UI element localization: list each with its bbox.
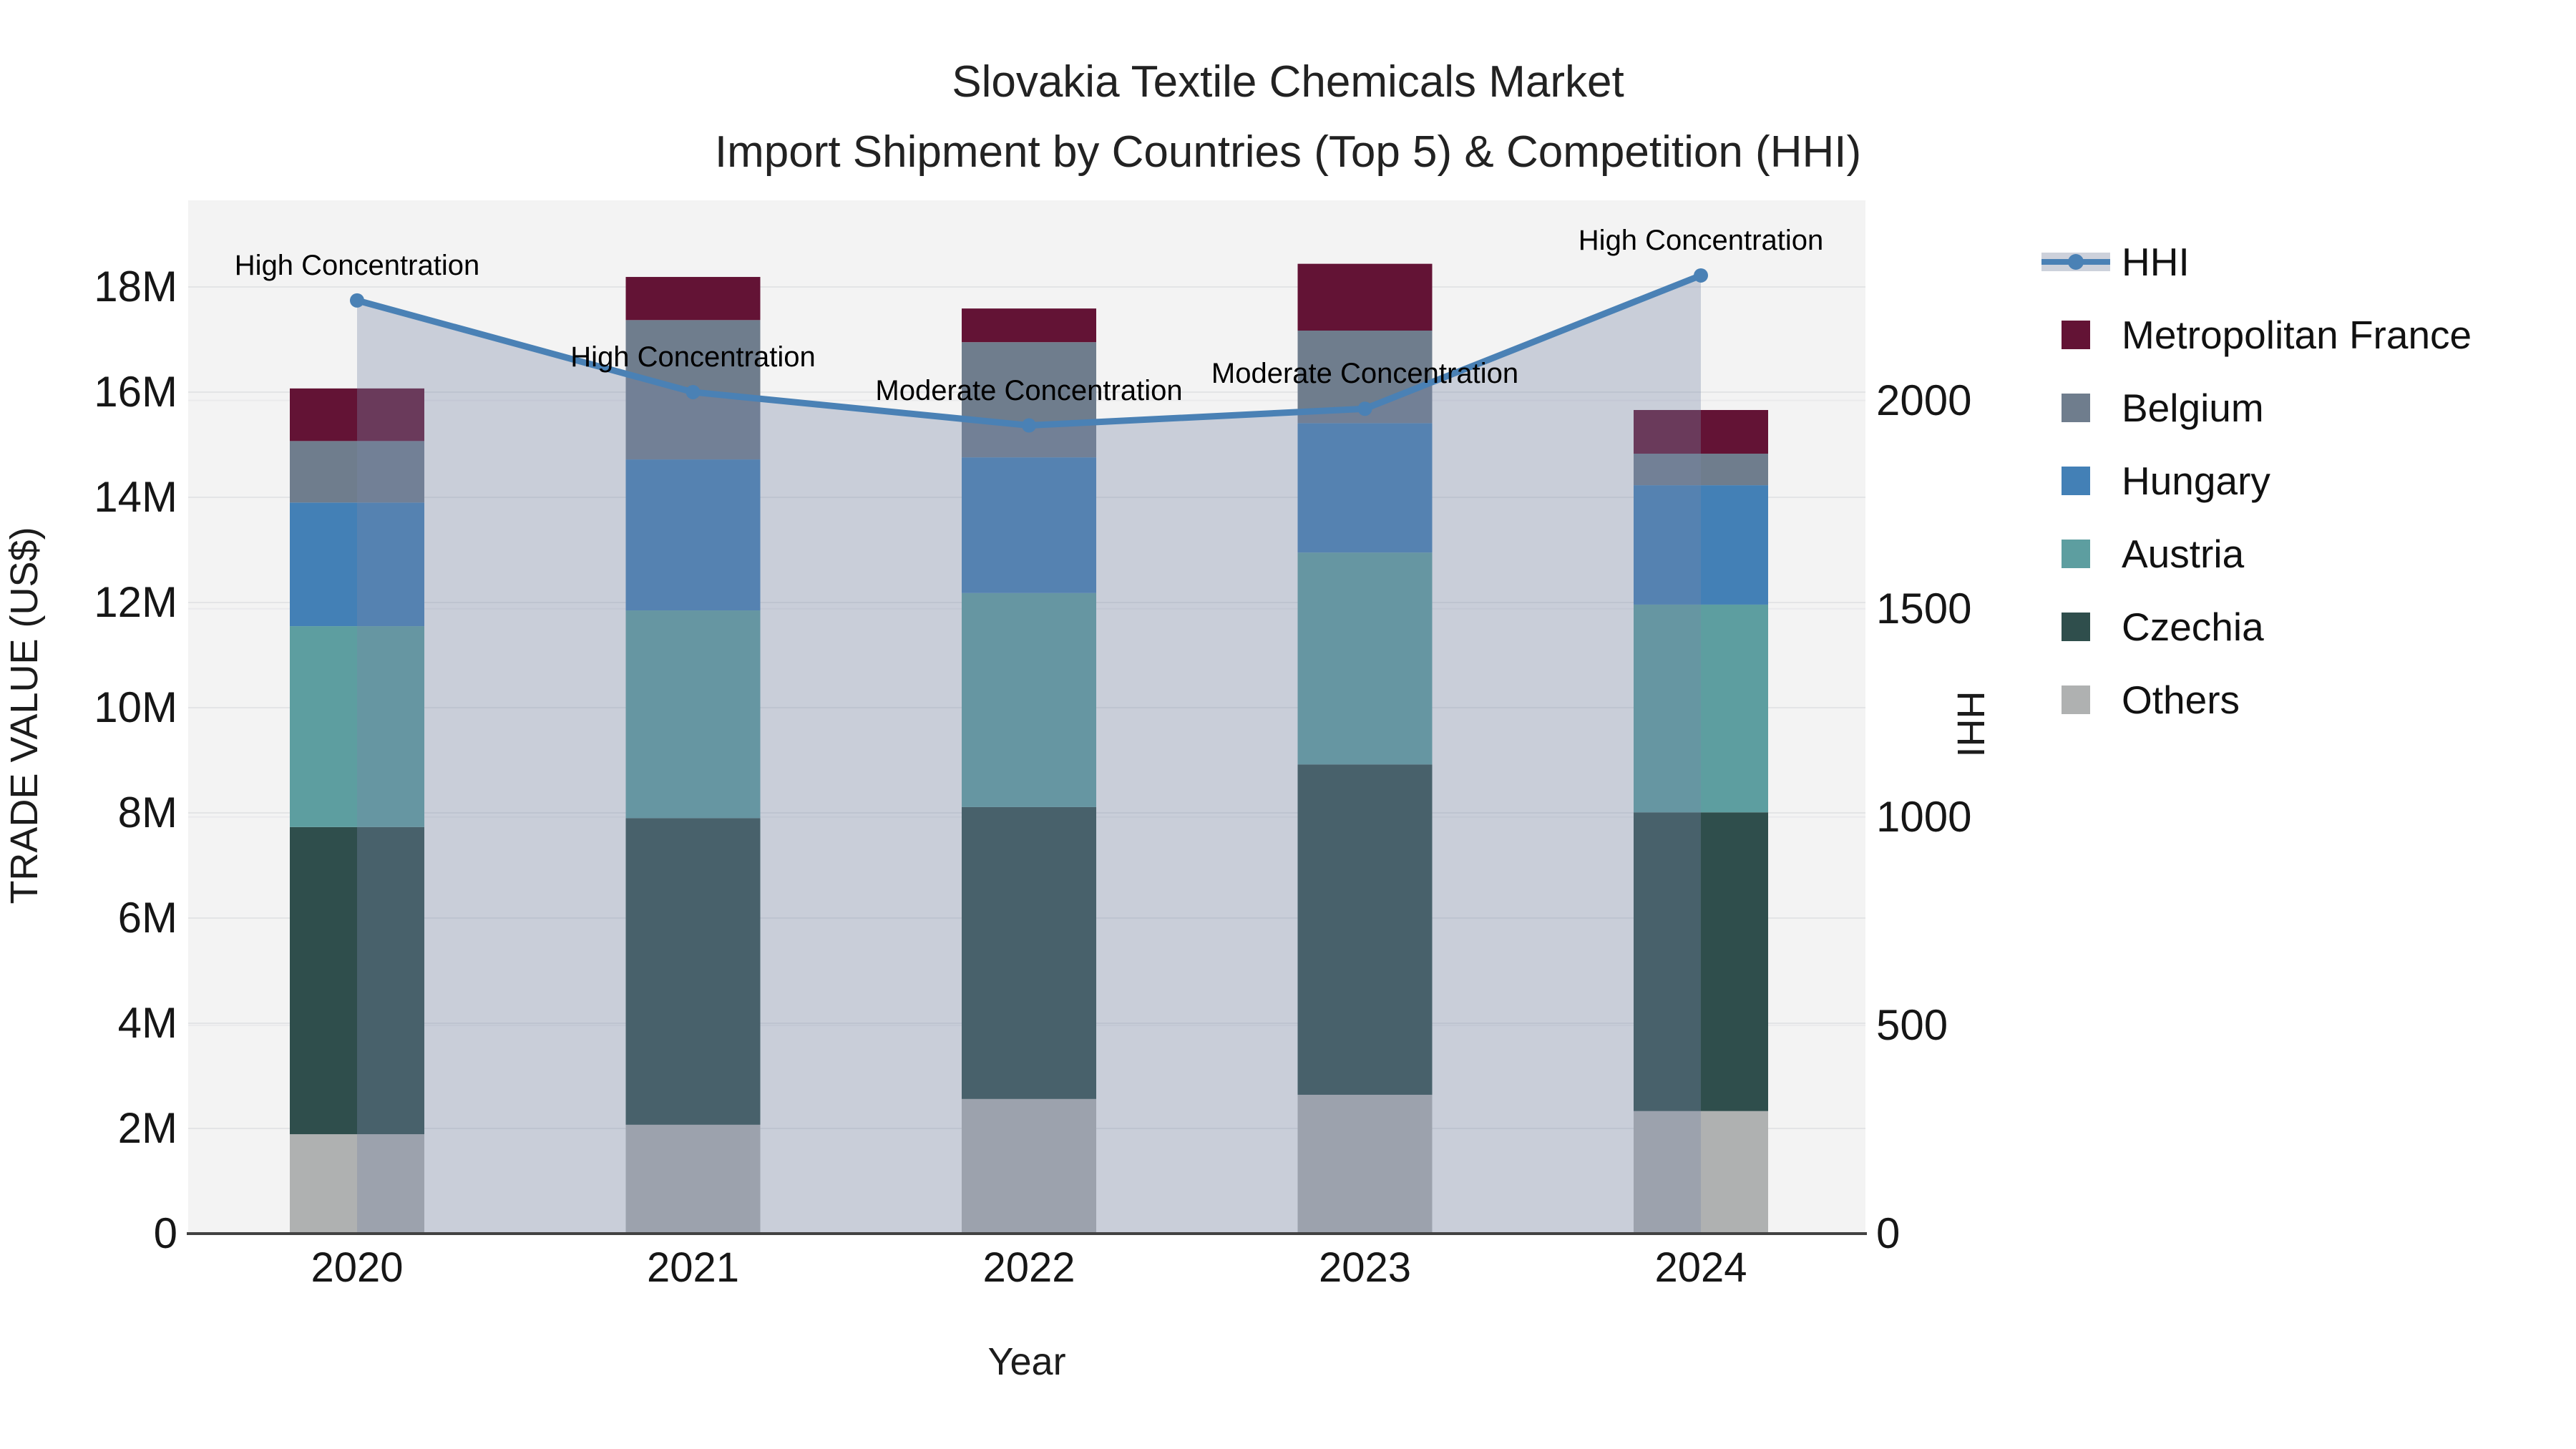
x-tick-2022: 2022 [982,1244,1075,1291]
bar-segment-belgium-2024 [1634,453,1768,486]
bar-segment-hungary-2020 [290,502,424,627]
legend-item-belgium[interactable]: Belgium [2041,371,2472,444]
x-tick-2024: 2024 [1654,1244,1747,1291]
legend-swatch-icon [2041,459,2110,502]
legend-item-hhi[interactable]: HHI [2041,225,2472,298]
bar-segment-austria-2021 [625,610,761,819]
legend-swatch-icon [2041,678,2110,721]
bar-segment-czechia-2021 [625,818,761,1125]
y-right-tick-1500: 1500 [1876,584,1972,633]
bar-segment-metropolitan-france-2022 [962,308,1096,343]
y-right-tick-0: 0 [1876,1209,1901,1257]
legend-dot [2068,254,2084,270]
legend-item-hungary[interactable]: Hungary [2041,444,2472,517]
legend-color-swatch [2062,686,2090,714]
legend-item-czechia[interactable]: Czechia [2041,590,2472,663]
x-axis-title: Year [987,1340,1066,1383]
y-right-tick-1000: 1000 [1876,792,1972,841]
bar-segment-czechia-2020 [290,826,424,1135]
bar-segment-belgium-2022 [962,342,1096,458]
legend-item-others[interactable]: Others [2041,663,2472,736]
legend-swatch-icon [2041,386,2110,429]
legend-label: Czechia [2122,605,2264,649]
hhi-marker-2024 [1694,268,1708,283]
y-right-axis-title: HHI [1949,691,1992,758]
y-right-tick-500: 500 [1876,1000,1948,1049]
bar-segment-metropolitan-france-2023 [1297,263,1433,331]
bar-segment-metropolitan-france-2020 [290,388,424,441]
bar-segment-others-2020 [290,1134,424,1234]
legend-color-swatch [2062,467,2090,495]
bar-segment-austria-2022 [962,592,1096,807]
annotation-2023: Moderate Concentration [1211,358,1519,390]
bar-segment-austria-2023 [1297,552,1433,765]
hhi-marker-2023 [1357,401,1372,416]
bar-segment-czechia-2024 [1634,812,1768,1111]
hhi-marker-2022 [1022,418,1036,433]
legend-label: Metropolitan France [2122,313,2472,357]
chart-title-line2: Import Shipment by Countries (Top 5) & C… [714,127,1862,177]
legend: HHI Metropolitan France Belgium Hungary Aust… [2041,225,2472,736]
legend-label: HHI [2122,240,2190,284]
y-left-tick-0: 0 [153,1209,177,1257]
bar-segment-metropolitan-france-2021 [625,277,761,321]
bar-segment-austria-2020 [290,626,424,827]
annotation-2021: High Concentration [570,341,816,373]
legend-swatch-icon [2041,313,2110,356]
bar-segment-hungary-2021 [625,459,761,611]
legend-label: Hungary [2122,459,2270,503]
y-right-tick-2000: 2000 [1876,376,1972,424]
x-tick-2021: 2021 [646,1244,740,1291]
bar-segment-others-2022 [962,1098,1096,1234]
y-left-tick-2M: 2M [117,1104,177,1152]
legend-swatch-icon [2041,532,2110,575]
hhi-line-icon [2041,240,2110,283]
legend-color-swatch [2062,394,2090,422]
y-left-axis-title: TRADE VALUE (US$) [3,527,46,904]
bar-segment-hungary-2023 [1297,423,1433,553]
y-left-tick-10M: 10M [94,683,177,731]
legend-label: Belgium [2122,386,2264,430]
x-tick-2020: 2020 [311,1244,404,1291]
bar-segment-others-2023 [1297,1094,1433,1234]
y-left-tick-14M: 14M [94,473,177,521]
bar-segment-czechia-2023 [1297,764,1433,1095]
annotation-2020: High Concentration [234,249,480,281]
legend-color-swatch [2062,613,2090,641]
bar-segment-belgium-2020 [290,441,424,503]
hhi-marker-2020 [350,293,364,308]
legend-item-austria[interactable]: Austria [2041,517,2472,590]
annotation-2022: Moderate Concentration [875,374,1183,406]
legend-color-swatch [2062,540,2090,568]
legend-item-metropolitan-france[interactable]: Metropolitan France [2041,298,2472,371]
bar-segment-others-2024 [1634,1111,1768,1234]
x-tick-2023: 2023 [1318,1244,1412,1291]
annotation-2024: High Concentration [1578,224,1824,256]
bar-segment-czechia-2022 [962,806,1096,1099]
legend-color-swatch [2062,321,2090,349]
y-left-tick-18M: 18M [94,263,177,311]
bar-segment-metropolitan-france-2024 [1634,409,1768,454]
legend-swatch-icon [2041,605,2110,648]
y-left-tick-8M: 8M [117,789,177,836]
legend-label: Others [2122,678,2240,722]
bar-segment-hungary-2022 [962,457,1096,593]
y-left-tick-6M: 6M [117,894,177,942]
legend-label: Austria [2122,532,2245,576]
y-left-tick-4M: 4M [117,999,177,1047]
bar-segment-others-2021 [625,1124,761,1234]
chart-title-line1: Slovakia Textile Chemicals Market [952,57,1624,107]
hhi-marker-2021 [686,384,701,399]
y-left-tick-12M: 12M [94,578,177,626]
hhi-area-fill [357,275,1701,1234]
bar-segment-hungary-2024 [1634,485,1768,605]
bar-segment-austria-2024 [1634,604,1768,813]
y-left-tick-16M: 16M [94,368,177,416]
